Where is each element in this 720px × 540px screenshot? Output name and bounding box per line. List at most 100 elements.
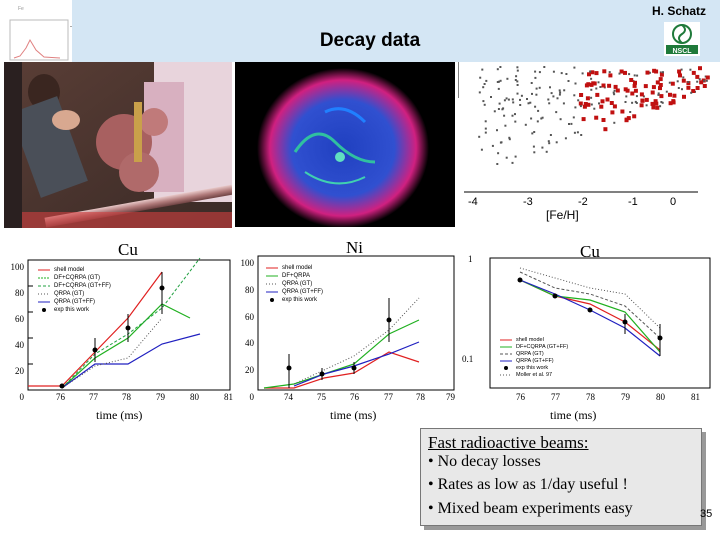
abundance-point — [705, 75, 710, 80]
abundance-point — [587, 72, 591, 77]
abundance-point — [537, 109, 540, 112]
abundance-point — [626, 116, 631, 121]
abundance-point — [514, 113, 516, 116]
abundance-point — [545, 150, 548, 153]
abundance-point — [552, 95, 555, 98]
callout-bullet: • Mixed beam experiments easy — [428, 500, 633, 517]
abundance-point — [516, 66, 519, 69]
abundance-point — [506, 77, 509, 80]
abundance-point — [704, 75, 707, 78]
abundance-point — [540, 117, 543, 120]
plot-legend: shell model DF+CQRPA (GT) DF+CQRPA (GT+F… — [54, 266, 111, 314]
abundance-point — [623, 70, 627, 75]
abundance-point — [590, 77, 593, 80]
abundance-point — [696, 80, 699, 83]
abundance-point — [533, 151, 536, 154]
supernova-remnant-image — [235, 62, 455, 227]
abundance-point — [496, 81, 499, 83]
abundance-point — [595, 87, 598, 90]
abundance-point — [548, 142, 551, 145]
y-tick: 80 — [245, 284, 254, 295]
abundance-point — [630, 91, 635, 96]
abundance-point — [662, 71, 664, 74]
abundance-point — [702, 84, 707, 88]
abundance-point — [555, 111, 558, 114]
abundance-point — [682, 94, 686, 99]
abundance-point — [612, 91, 615, 94]
y-tick: 20 — [245, 365, 254, 376]
abundance-point — [695, 74, 700, 79]
abundance-point — [538, 71, 541, 74]
abundance-point — [594, 115, 599, 120]
abundance-point — [605, 97, 610, 102]
callout-box: Fast radioactive beams: • No decay losse… — [420, 428, 702, 526]
abundance-point — [615, 88, 620, 93]
abundance-point — [698, 78, 701, 81]
abundance-point — [599, 104, 604, 109]
abundance-point — [556, 97, 559, 100]
abundance-point — [687, 81, 690, 83]
legend-entry: DF+CQRPA (GT+FF) — [516, 344, 569, 350]
abundance-point — [613, 89, 616, 92]
legend-entry: QRPA (GT) — [516, 351, 544, 357]
abundance-point — [530, 117, 533, 120]
x-tick: 78 — [122, 392, 131, 402]
abundance-point — [563, 89, 566, 92]
y-tick: 20 — [15, 366, 24, 376]
abundance-point — [565, 73, 568, 75]
abundance-point — [595, 92, 600, 97]
abundance-point — [497, 108, 500, 110]
abundance-point — [601, 118, 606, 122]
x-tick: 75 — [317, 392, 326, 402]
abundance-point — [593, 107, 596, 110]
abundance-point — [698, 66, 702, 71]
abundance-point — [659, 105, 662, 108]
abundance-point — [608, 71, 611, 74]
abundance-point — [642, 95, 645, 98]
abundance-point — [650, 101, 655, 106]
abundance-point — [514, 155, 517, 158]
abundance-point — [594, 71, 599, 76]
abundance-point — [511, 161, 514, 164]
abundance-point — [631, 101, 634, 104]
abundance-point — [590, 103, 593, 106]
abundance-point — [686, 85, 691, 90]
abundance-point — [496, 163, 499, 165]
abundance-point — [609, 101, 614, 105]
abundance-point — [633, 74, 636, 77]
abundance-point — [541, 146, 544, 149]
abundance-point — [590, 96, 593, 99]
abundance-point — [629, 78, 634, 82]
legend-entry: QRPA (GT+FF) — [516, 358, 554, 364]
callout-bullet: • Rates as low as 1/day useful ! — [428, 476, 628, 493]
abundance-chart: -4 -3 -2 -1 0 [Fe/H] — [458, 62, 720, 227]
abundance-point — [699, 80, 704, 85]
tick-label: -3 — [523, 196, 533, 208]
abundance-point — [659, 72, 664, 77]
x-tick: 77 — [89, 392, 98, 402]
legend-entry: DF+CQRPA (GT) — [54, 275, 101, 281]
abundance-point — [496, 68, 499, 71]
x-tick: 79 — [621, 392, 630, 402]
abundance-point — [482, 86, 485, 89]
abundance-point — [516, 69, 519, 72]
slide-number: 35 — [700, 508, 713, 520]
abundance-point — [484, 120, 487, 123]
x-tick: 79 — [446, 392, 455, 402]
abundance-point — [547, 98, 550, 101]
abundance-point — [516, 92, 519, 95]
nscl-logo: NSCL — [664, 22, 700, 56]
abundance-point — [535, 93, 538, 96]
abundance-point — [526, 98, 528, 100]
tick-label: 0 — [670, 196, 677, 208]
abundance-point — [632, 114, 637, 119]
abundance-point — [573, 66, 576, 69]
abundance-point — [500, 141, 503, 144]
abundance-point — [516, 80, 519, 83]
abundance-point — [639, 92, 644, 97]
abundance-point — [501, 108, 504, 111]
abundance-point — [658, 86, 662, 91]
abundance-point — [603, 127, 608, 132]
abundance-point — [483, 83, 486, 85]
abundance-point — [507, 98, 510, 101]
